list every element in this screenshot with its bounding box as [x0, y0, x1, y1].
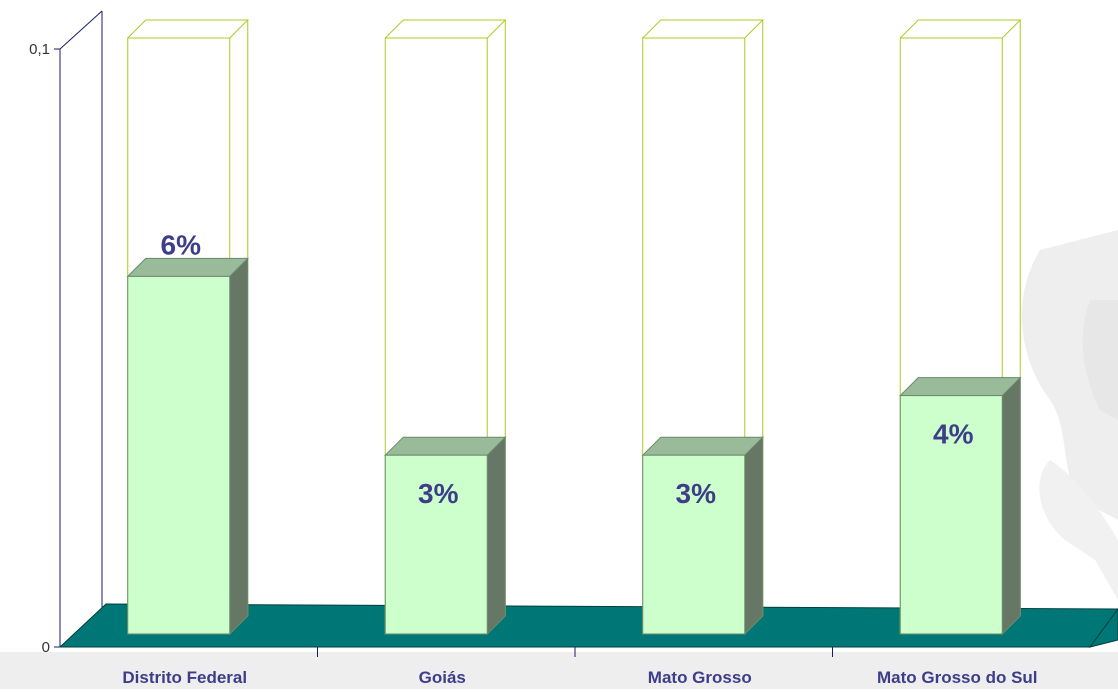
y-tick-label: 0 [42, 639, 50, 656]
bar-capacity-top [384, 19, 507, 39]
globe-shape [1021, 230, 1118, 520]
bar [899, 395, 1003, 635]
bar-top [899, 377, 1022, 397]
bar-capacity-top [642, 19, 764, 39]
chart-floor [58, 603, 1118, 648]
bar-group [126, 19, 249, 636]
floor-side [1088, 608, 1118, 648]
data-label: 6% [161, 229, 202, 260]
bar-group [641, 19, 764, 636]
globe-shape [1082, 300, 1118, 420]
axis-depth-line [59, 10, 103, 50]
globe-shape [1039, 460, 1118, 600]
bar [127, 275, 231, 635]
globe-watermark [1021, 230, 1118, 600]
data-label: 3% [676, 478, 717, 509]
y-tick-label: 0,1 [29, 41, 50, 58]
bar-top [126, 257, 249, 277]
data-label: 3% [418, 478, 459, 509]
bar-side [229, 257, 249, 636]
labels: 0 0,1 6% Distrito Federal 3% Goiás 3% Mato Gros… [29, 41, 1037, 687]
x-tick-label: Mato Grosso [648, 668, 752, 687]
floor-plane [58, 603, 1118, 648]
x-tick-label: Distrito Federal [122, 668, 247, 687]
bar [642, 454, 746, 635]
background-decoration [0, 230, 1118, 689]
bars [126, 19, 1022, 636]
x-tick-label: Mato Grosso do Sul [877, 668, 1038, 687]
bar-capacity-top [899, 19, 1022, 39]
bar-capacity-top [127, 19, 249, 39]
bar-top [384, 436, 507, 456]
bar-group [384, 19, 507, 636]
x-tick-label: Goiás [419, 668, 466, 687]
bar-side [744, 435, 764, 636]
bar-top [641, 436, 764, 456]
bar-side [1001, 376, 1021, 636]
bar-group [899, 19, 1022, 636]
data-label: 4% [933, 419, 974, 450]
bar [384, 454, 488, 635]
bottom-band [0, 652, 1118, 689]
bar-side [486, 435, 506, 636]
